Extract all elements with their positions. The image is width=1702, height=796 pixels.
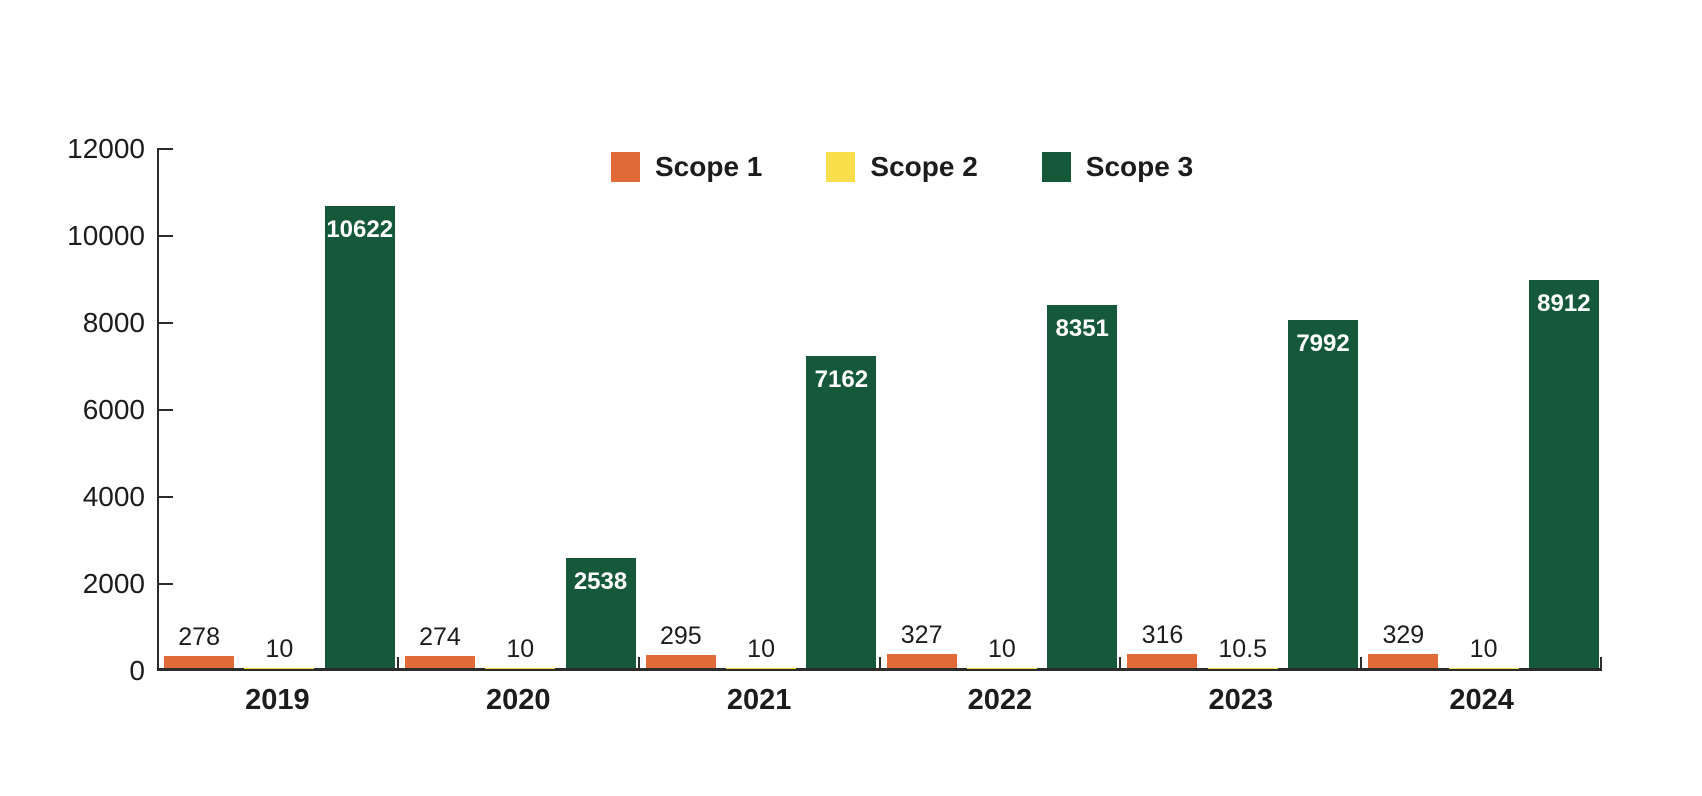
scope-1-bar [645,655,716,668]
x-axis-tick-mark [878,657,881,671]
bar-group: 316 10.5 7992 [1122,149,1363,668]
bar-value-label: 10622 [326,215,394,243]
bar-value-label: 10.5 [1218,634,1268,663]
bar-slot: 8912 [1524,149,1604,668]
legend: Scope 1 Scope 2 Scope 3 [611,151,1193,183]
bar-group: 295 10 7162 [641,149,882,668]
y-axis-tick-mark [157,235,173,237]
bar-slot: 2538 [560,149,640,668]
bar-slot: 10622 [320,149,400,668]
bar-value-label: 274 [419,623,461,652]
bar-value-label: 10 [265,634,294,663]
y-axis-tick-label: 10000 [67,220,145,251]
bar-slot: 278 [159,149,239,668]
bar-value-label: 8351 [1055,314,1109,342]
y-axis-tick-mark [157,496,173,498]
legend-swatch-scope-3 [1041,152,1071,182]
bar-slot: 10 [239,149,319,668]
bar-slot: 10.5 [1203,149,1283,668]
bar-slot: 274 [400,149,480,668]
y-axis-tick-label: 2000 [82,568,145,599]
scope-1-bar [1127,654,1198,668]
bar-value-label: 7162 [814,366,869,394]
y-axis-tick-mark [157,322,173,324]
plot-area: 278 10 10622 274 10 2538 295 10 7162 327 10 8351 316… [157,149,1602,671]
bar-group: 327 10 8351 [882,149,1123,668]
bar-group: 274 10 2538 [400,149,641,668]
scope-1-bar [1368,653,1439,668]
bar-value-label: 278 [178,622,220,651]
bar-value-label: 10 [1469,634,1498,663]
x-axis-category-label: 2020 [485,684,551,716]
legend-item: Scope 2 [826,151,978,183]
bar-slot: 10 [1443,149,1523,668]
bar-value-label: 2538 [573,567,628,595]
legend-label: Scope 3 [1085,151,1194,182]
x-axis-tick-mark [1600,657,1602,671]
legend-swatch-scope-2 [826,152,856,182]
scope-3-bar: 7162 [806,356,877,668]
x-axis-tick-mark [1360,657,1363,671]
legend-item: Scope 3 [1041,151,1194,183]
scope-3-bar: 8351 [1047,304,1118,668]
legend-swatch-scope-1 [611,152,640,182]
scope-3-bar: 8912 [1528,280,1599,668]
scope-1-bar [404,656,475,668]
legend-label: Scope 2 [870,151,978,182]
bar-slot: 327 [882,149,962,668]
bar-slot: 7162 [801,149,881,668]
y-axis-tick-label: 6000 [82,394,145,425]
bar-slot: 329 [1363,149,1443,668]
bar-value-label: 10 [988,634,1016,663]
bar-slot: 7992 [1283,149,1363,668]
x-axis-tick-mark [396,657,399,671]
x-axis-tick-mark [1119,657,1122,671]
x-axis-category-label: 2021 [726,684,792,716]
y-axis-tick-label: 4000 [82,481,145,512]
bar-value-label: 295 [659,622,702,651]
y-axis-tick-mark [157,583,173,585]
scope-3-bar: 10622 [324,205,395,668]
bar-slot: 10 [480,149,560,668]
scope-1-bar [886,653,957,668]
bar-value-label: 7992 [1296,330,1350,358]
scope-3-bar: 7992 [1288,320,1359,668]
y-axis-tick-mark [157,148,173,150]
bar-slot: 316 [1122,149,1202,668]
bar-value-label: 316 [1141,621,1184,650]
y-axis-tick-label: 8000 [82,307,145,338]
bar-value-label: 327 [900,620,943,649]
bar-value-label: 10 [506,634,535,663]
y-axis-tick-label: 12000 [67,133,145,164]
scope-1-bar [164,655,235,668]
bar-value-label: 10 [747,634,775,663]
scope-3-bar: 2538 [565,557,636,668]
bar-group: 278 10 10622 [159,149,400,668]
x-axis-category-label: 2022 [967,684,1033,716]
bar-group: 329 10 8912 [1363,149,1604,668]
bar-value-label: 8912 [1537,290,1591,318]
bar-slot: 8351 [1042,149,1122,668]
x-axis-category-label: 2019 [245,684,310,716]
bar-slot: 10 [962,149,1042,668]
legend-label: Scope 1 [655,151,763,182]
x-axis-category-label: 2023 [1208,684,1273,716]
bar-slot: 295 [641,149,721,668]
x-axis-category-label: 2024 [1449,684,1514,716]
bar-slot: 10 [721,149,801,668]
x-axis-tick-mark [637,657,640,671]
legend-item: Scope 1 [611,151,762,183]
bar-value-label: 329 [1382,620,1425,649]
y-axis-tick-label: 0 [129,655,145,686]
y-axis-tick-mark [157,409,173,411]
